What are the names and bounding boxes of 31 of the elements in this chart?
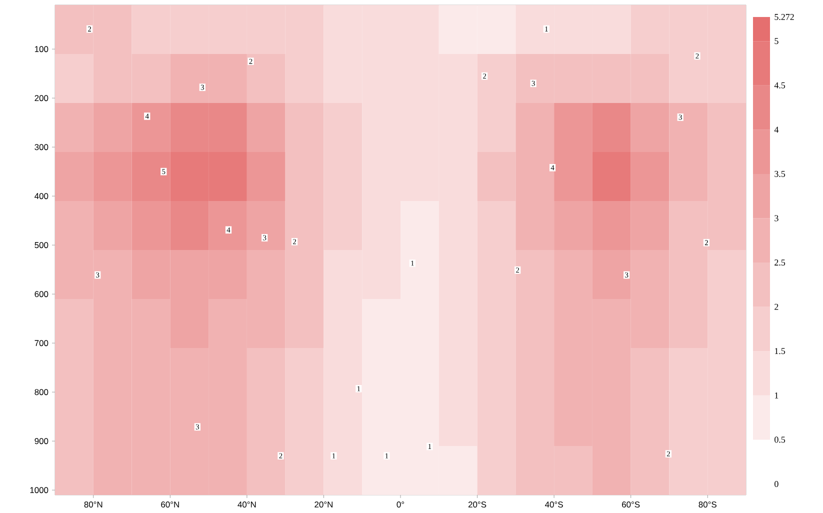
- x-tick-label: 20°S: [468, 502, 486, 508]
- x-tick-label: 60°N: [161, 502, 179, 508]
- y-tick-label: 100: [34, 46, 48, 52]
- y-tick-label: 900: [34, 438, 48, 444]
- color-bar-label: 1: [774, 392, 778, 398]
- x-tick-label: 60°S: [622, 502, 640, 508]
- x-tick-label: 40°S: [545, 502, 563, 508]
- x-tick-label: 20°N: [314, 502, 332, 508]
- y-tick-label: 800: [34, 389, 48, 396]
- y-tick-label: 700: [34, 340, 48, 346]
- color-bar-label: 3: [774, 215, 778, 222]
- color-bar-label: 5: [774, 38, 778, 44]
- color-bar-label: 1.5: [774, 348, 786, 354]
- color-bar-label: 0.5: [774, 436, 786, 443]
- x-tick-label: 0°: [396, 502, 404, 508]
- x-tick-label: 80°N: [84, 502, 102, 508]
- y-tick-label: 400: [34, 193, 48, 200]
- color-bar-label: 0: [774, 480, 778, 488]
- color-bar-label: 3.5: [774, 170, 786, 177]
- y-tick-label: 300: [34, 144, 48, 150]
- y-tick-label: 500: [34, 242, 48, 248]
- x-tick-label: 40°N: [238, 502, 256, 508]
- color-bar-label: 2: [774, 304, 778, 310]
- y-tick-label: 600: [34, 291, 48, 298]
- y-tick-label: 1000: [30, 487, 48, 494]
- y-tick-label: 200: [34, 95, 48, 102]
- color-bar-label: 2.5: [774, 260, 786, 266]
- color-bar-label: 4: [774, 126, 779, 133]
- x-tick-label: 80°S: [698, 502, 716, 508]
- color-bar-label: 5.272: [774, 14, 794, 20]
- color-bar-label: 4.5: [774, 82, 786, 88]
